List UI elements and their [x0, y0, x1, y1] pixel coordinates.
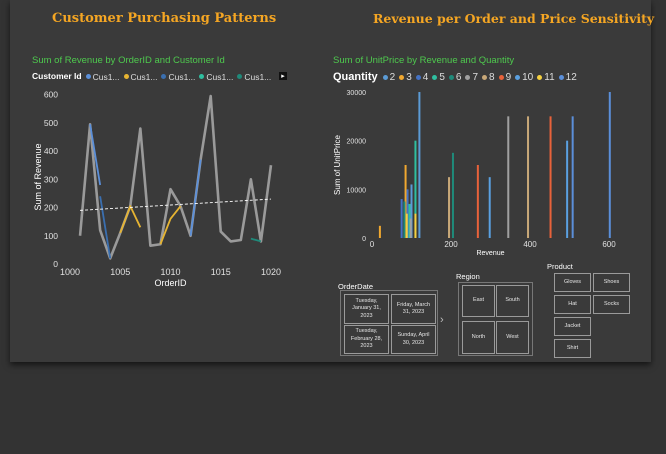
legend-label: 7 [472, 71, 478, 83]
legend-label: 5 [439, 71, 445, 83]
legend-item[interactable]: Cus1... [237, 72, 271, 82]
right-page-heading: Revenue per Order and Price Sensitivity [373, 11, 655, 26]
tile-text-line: Sunday, April [397, 332, 430, 339]
bar-chart-legend[interactable]: Quantity 2 3 4 5 6 7 8 9 10 11 12 [333, 71, 581, 83]
product-tile[interactable]: Shoes [593, 273, 630, 292]
tile-text-line: February 28, [350, 335, 383, 342]
legend-marker [161, 74, 167, 79]
product-tile[interactable]: Socks [593, 295, 630, 314]
legend-next-arrow-icon[interactable]: ▸ [279, 72, 287, 81]
orderdate-next-icon[interactable]: › [440, 314, 444, 326]
legend-marker [465, 74, 471, 80]
product-tile[interactable]: Jacket [554, 317, 591, 336]
legend-item[interactable]: 2 [382, 71, 396, 83]
legend-label: Cus1... [168, 71, 196, 82]
legend-item[interactable]: 12 [558, 71, 577, 83]
tile-text-line: Tuesday, [355, 297, 378, 304]
legend-label: 2 [389, 71, 396, 83]
left-page-heading: Customer Purchasing Patterns [52, 11, 277, 26]
line-chart-title: Sum of Revenue by OrderID and Customer I… [32, 55, 225, 66]
legend-label: 3 [406, 71, 412, 83]
product-tile[interactable]: Hat [554, 295, 591, 314]
legend-label: Cus1... [244, 71, 272, 82]
legend-title: Quantity [333, 71, 378, 83]
product-slicer-title: Product [547, 262, 573, 271]
legend-item[interactable]: 6 [448, 71, 462, 83]
legend-marker [237, 74, 243, 79]
legend-marker [123, 74, 129, 79]
legend-label: Cus1... [130, 71, 158, 82]
orderdate-slicer-title: OrderDate [338, 282, 374, 291]
tile-text-line: 2023 [360, 312, 373, 319]
legend-title: Customer Id [32, 71, 82, 82]
bar-chart-title: Sum of UnitPrice by Revenue and Quantity [333, 55, 515, 66]
legend-label: 4 [422, 71, 429, 83]
region-tile[interactable]: North [462, 321, 495, 354]
legend-marker [382, 74, 388, 80]
legend-label: 11 [544, 71, 555, 83]
region-slicer-title: Region [456, 272, 480, 281]
legend-label: 9 [505, 71, 512, 83]
legend-marker [498, 74, 504, 80]
legend-marker [415, 74, 421, 80]
legend-label: 6 [455, 71, 462, 83]
tile-text-line: January 31, [352, 305, 381, 312]
product-tile[interactable]: Gloves [554, 273, 591, 292]
legend-item[interactable]: 5 [432, 72, 445, 83]
legend-marker [558, 74, 564, 80]
tile-text-line: 30, 2023 [402, 339, 425, 346]
region-tile[interactable]: West [496, 321, 529, 354]
tile-text-line: 31, 2023 [402, 309, 425, 315]
legend-item[interactable]: Cus1... [199, 72, 233, 82]
legend-item[interactable]: Cus1... [161, 72, 195, 82]
legend-marker [448, 74, 454, 80]
orderdate-tile[interactable]: Sunday, April 30, 2023 [391, 325, 436, 354]
line-chart-legend[interactable]: Customer Id Cus1... Cus1... Cus1... Cus1...… [32, 71, 287, 82]
legend-label: 8 [489, 71, 495, 83]
region-tile[interactable]: East [462, 285, 495, 317]
legend-marker [85, 74, 91, 79]
legend-item[interactable]: 9 [498, 71, 512, 83]
legend-marker [515, 74, 521, 80]
tile-text-line: 2023 [360, 343, 373, 350]
legend-marker [399, 74, 405, 80]
orderdate-slicer [340, 290, 438, 356]
legend-marker [482, 74, 487, 80]
legend-item[interactable]: Cus1... [85, 71, 120, 82]
legend-item[interactable]: 11 [537, 71, 555, 83]
legend-item[interactable]: 10 [515, 72, 533, 83]
orderdate-tile[interactable]: Tuesday, January 31, 2023 [344, 294, 389, 324]
orderdate-tile[interactable]: Tuesday, February 28, 2023 [344, 325, 389, 354]
legend-label: Cus1... [206, 71, 234, 82]
legend-item[interactable]: 7 [465, 72, 478, 83]
legend-marker [199, 74, 205, 79]
orderdate-tile[interactable]: Friday, March 31, 2023 [391, 294, 436, 324]
tile-text-line: Tuesday, [355, 328, 378, 335]
legend-item[interactable]: 4 [415, 71, 429, 83]
region-tile[interactable]: South [496, 285, 529, 317]
legend-label: 12 [565, 71, 577, 83]
region-slicer [458, 282, 533, 356]
tile-text-line: Friday, March [396, 301, 431, 308]
legend-marker [432, 74, 438, 80]
legend-item[interactable]: 3 [399, 72, 412, 83]
legend-marker [537, 74, 543, 80]
legend-label: 10 [522, 71, 534, 83]
product-tile[interactable]: Shirt [554, 339, 591, 358]
legend-label: Cus1... [92, 71, 120, 82]
legend-item[interactable]: 8 [482, 72, 495, 83]
legend-item[interactable]: Cus1... [123, 71, 158, 82]
